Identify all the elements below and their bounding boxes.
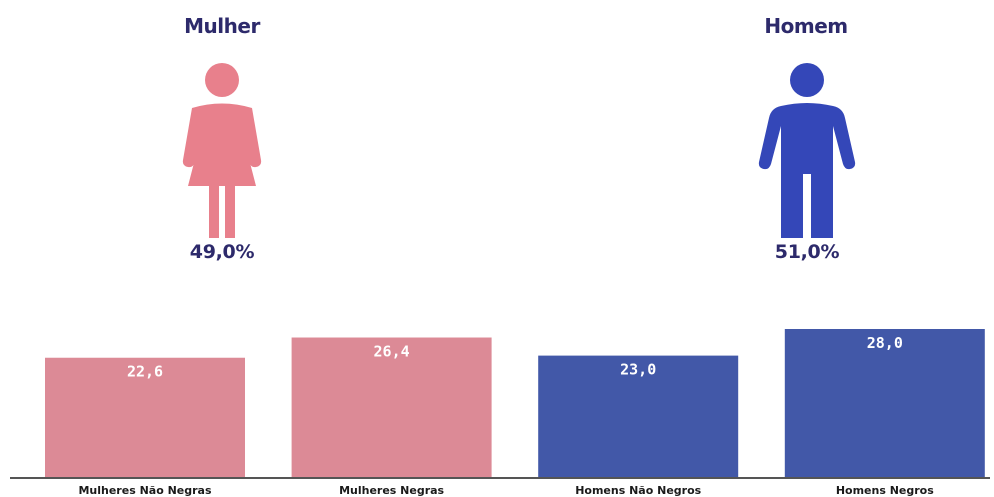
category-label: Homens Negros bbox=[836, 484, 934, 497]
male-title: Homem bbox=[764, 14, 848, 38]
category-label: Mulheres Negras bbox=[339, 484, 444, 497]
female-percent: 49,0% bbox=[189, 241, 255, 263]
bar-4 bbox=[784, 329, 985, 478]
bar-2 bbox=[291, 337, 492, 478]
category-label: Homens Não Negros bbox=[575, 484, 701, 497]
bar-1 bbox=[45, 357, 245, 478]
bar-3 bbox=[538, 355, 739, 478]
bar-value-label: 22,6 bbox=[127, 363, 163, 381]
male-percent: 51,0% bbox=[774, 241, 840, 263]
bar-value-label: 23,0 bbox=[620, 361, 656, 379]
bar-value-label: 28,0 bbox=[867, 334, 903, 352]
female-title: Mulher bbox=[184, 14, 260, 38]
category-label: Mulheres Não Negras bbox=[78, 484, 212, 497]
bar-value-label: 26,4 bbox=[374, 343, 410, 361]
man-icon bbox=[758, 63, 856, 238]
woman-icon bbox=[182, 63, 262, 238]
